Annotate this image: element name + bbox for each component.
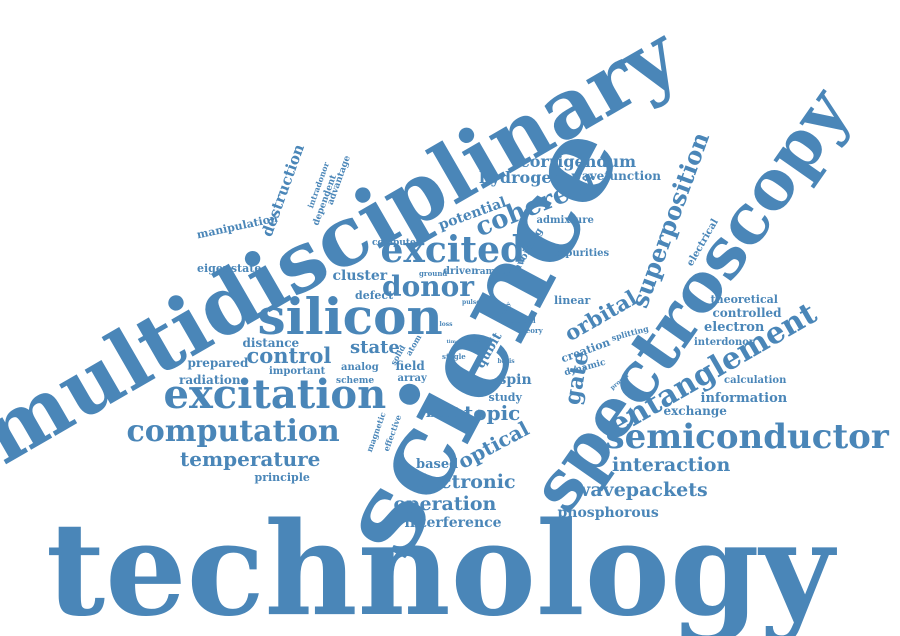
word-temperature: temperature [180,447,321,471]
word-information: information [700,390,788,406]
word-radiation: radiation [179,373,241,387]
word-operation: operation [393,492,497,515]
word-silicon: silicon [257,287,443,346]
word-topic: topic [464,401,521,425]
word-field: field [395,359,425,373]
word-interdonor: interdonor [694,337,755,348]
word-crucial: crucial [508,315,536,325]
word-spin: spin [498,372,532,388]
word-cluster: cluster [332,268,388,284]
word-computation: computation [126,414,340,449]
word-single: single [442,351,466,361]
word-electron: electron [704,319,765,335]
word-wavefunction: wavefunction [571,169,661,183]
word-controlled: controlled [712,306,782,320]
word-hydrogen: hydrogen [479,168,564,187]
word-theory: theory [517,325,543,335]
word-exchange: exchange [663,404,727,418]
word-interference: interference [404,515,502,531]
word-semiconductor: semiconductor [605,417,889,457]
word-excited: excited [380,229,526,271]
word-principle: principle [254,470,310,484]
word-calculation: calculation [724,375,787,386]
word-time: time [446,338,460,345]
word-basis: basis [497,358,515,365]
word-study: study [488,390,522,404]
word-distance: distance [242,336,300,350]
word-linear: linear [554,293,591,307]
word-driven: driven [443,266,479,277]
word-interaction: interaction [612,453,731,476]
word-important: important [269,366,326,377]
word-impurities: impurities [551,248,610,259]
word-array: array [397,373,427,384]
word-theoretical: theoretical [710,292,778,306]
word-corrigendum: corrigendum [520,152,637,171]
word-defect: defect [355,288,394,302]
word-loss: loss [439,321,453,328]
word-admixture: admixture [536,215,594,226]
word-electronic: electronic [408,470,516,493]
word-state: state [350,337,400,358]
word-beat: beat [426,405,461,421]
word-based: based [416,456,459,472]
word-pulse: pulse [462,299,481,306]
word-computer: computer [372,237,421,248]
word-control: control [246,342,332,368]
word-prepared: prepared [187,356,249,370]
word-ground: ground [419,268,448,278]
word-ramsey: ramsey [475,266,512,277]
word-technology: technology [46,495,834,636]
word-analog: analog [341,362,379,373]
word-donor: donor [382,270,475,303]
word-scheme: scheme [336,375,375,386]
word-wavepackets: wavepackets [574,478,708,501]
word-eigenstate: eigenstate [197,261,262,275]
word-phosphorous: phosphorous [557,505,659,521]
word-read: read [469,334,487,344]
word-excitation: excitation [163,371,387,418]
